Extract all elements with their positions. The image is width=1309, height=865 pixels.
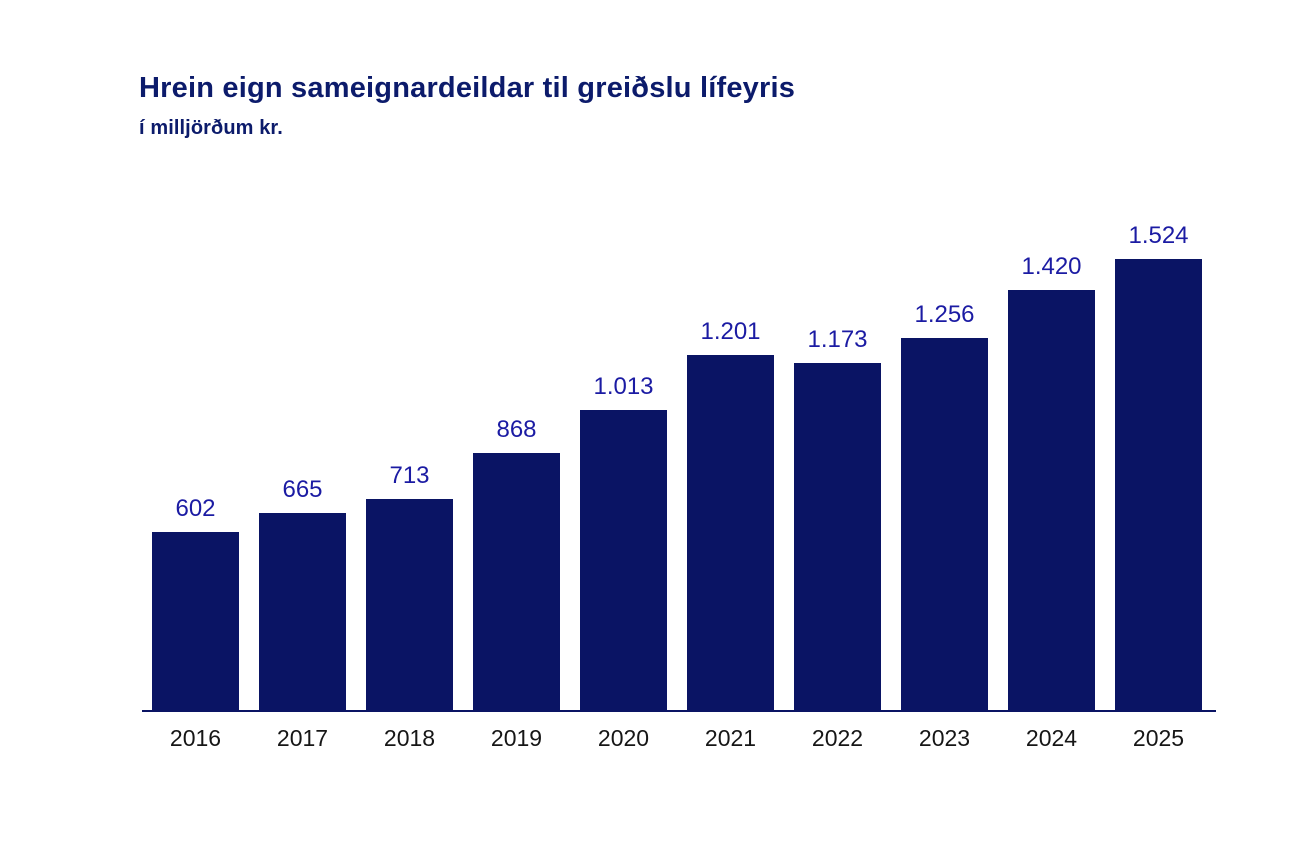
bar-value-label: 1.256 [914, 301, 975, 328]
x-axis-tick-label: 2025 [1132, 725, 1185, 751]
bar [901, 338, 988, 710]
bar [1008, 290, 1095, 710]
bar-value-label: 1.524 [1128, 222, 1189, 249]
x-axis-line [142, 710, 1216, 712]
chart-subtitle: í milljörðum kr. [139, 117, 283, 139]
chart-title: Hrein eign sameignardeildar til greiðslu… [139, 72, 796, 104]
x-axis-tick-label: 2019 [490, 725, 543, 751]
bar [1115, 259, 1202, 710]
bar-value-label: 1.201 [700, 318, 761, 345]
bar-value-label: 665 [282, 476, 323, 503]
x-axis-tick-label: 2021 [704, 725, 757, 751]
x-axis-tick-label: 2022 [811, 725, 864, 751]
x-axis-tick-label: 2024 [1025, 725, 1078, 751]
bar [794, 363, 881, 710]
bar [473, 453, 560, 710]
bar-value-label: 1.013 [593, 373, 654, 400]
bar-value-label: 1.420 [1021, 253, 1082, 280]
bar [152, 532, 239, 710]
bar-value-label: 713 [389, 462, 430, 489]
x-axis-tick-label: 2016 [169, 725, 222, 751]
bar-value-label: 868 [496, 416, 537, 443]
bar [687, 355, 774, 710]
x-axis-tick-label: 2020 [597, 725, 650, 751]
bar-value-label: 602 [175, 495, 216, 522]
x-axis-tick-label: 2017 [276, 725, 329, 751]
x-axis-tick-label: 2023 [918, 725, 971, 751]
bar-value-label: 1.173 [807, 326, 868, 353]
x-axis-tick-label: 2018 [383, 725, 436, 751]
bar [580, 410, 667, 710]
bar [259, 513, 346, 710]
bar [366, 499, 453, 710]
